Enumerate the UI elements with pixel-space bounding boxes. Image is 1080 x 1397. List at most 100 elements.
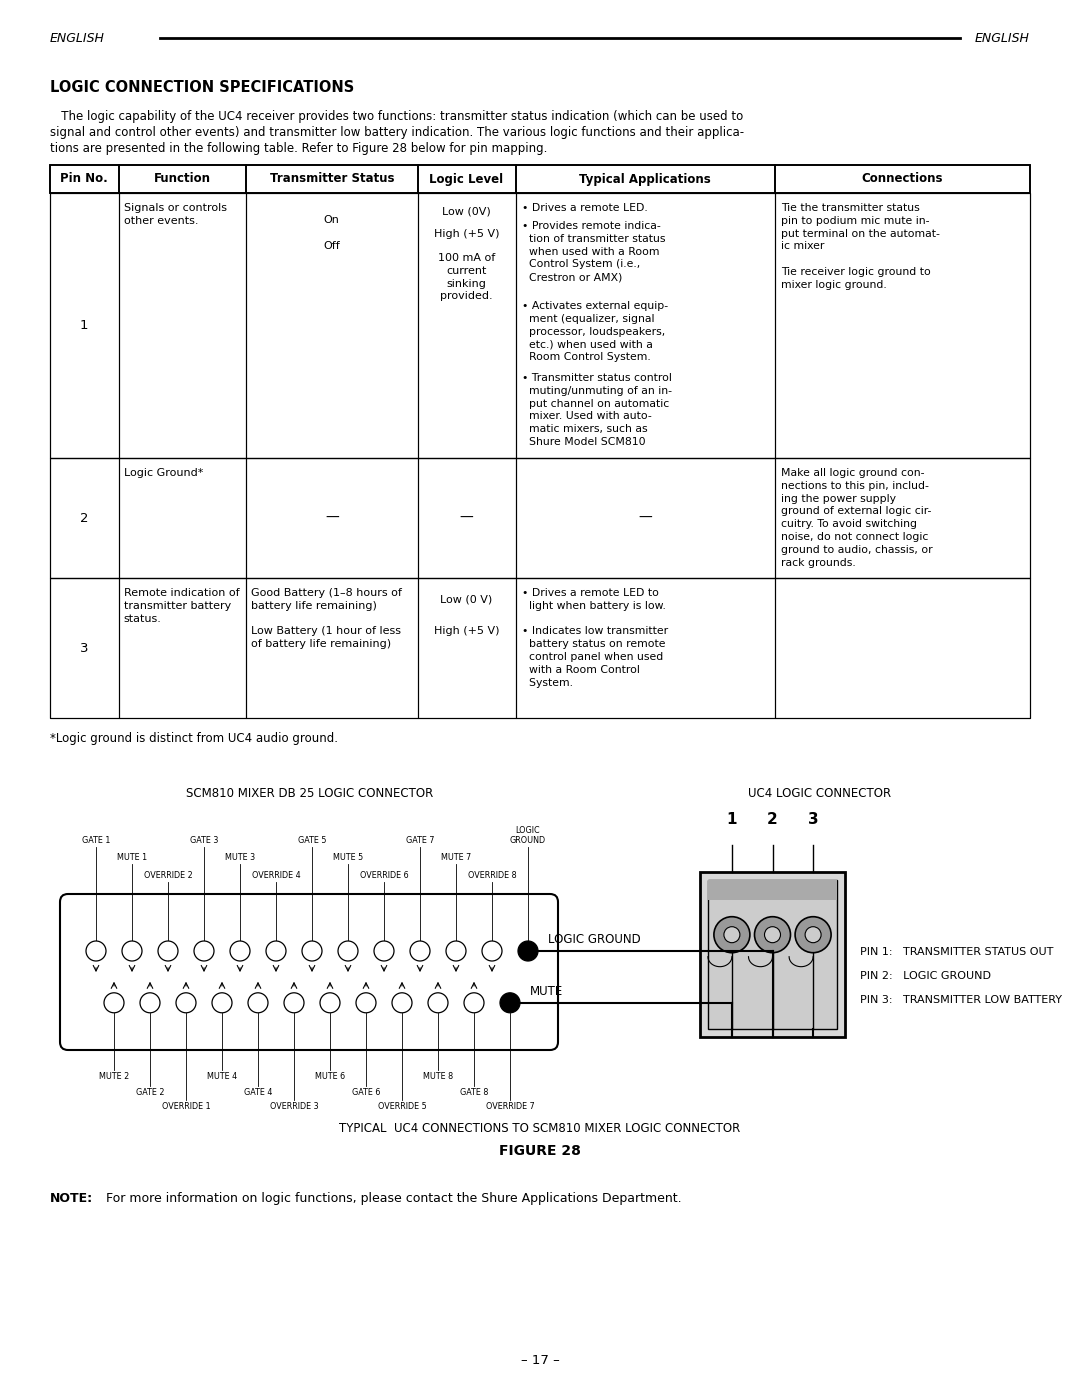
Text: • Transmitter status control
  muting/unmuting of an in-
  put channel on automa: • Transmitter status control muting/unmu…: [523, 373, 673, 447]
Text: Connections: Connections: [862, 172, 943, 186]
Text: • Provides remote indica-
  tion of transmitter status
  when used with a Room
 : • Provides remote indica- tion of transm…: [523, 221, 666, 282]
Bar: [119, 193, 246, 458]
Bar: [119, 578, 246, 718]
Circle shape: [104, 993, 124, 1013]
Text: OVERRIDE 6: OVERRIDE 6: [360, 870, 408, 880]
Text: MUTE: MUTE: [530, 985, 564, 997]
Text: tions are presented in the following table. Refer to Figure 28 below for pin map: tions are presented in the following tab…: [50, 142, 548, 155]
Text: MUTE 8: MUTE 8: [423, 1071, 454, 1081]
Circle shape: [356, 993, 376, 1013]
Circle shape: [795, 916, 832, 953]
Text: SCM810 MIXER DB 25 LOGIC CONNECTOR: SCM810 MIXER DB 25 LOGIC CONNECTOR: [187, 787, 434, 800]
Bar: [775, 193, 1030, 458]
Text: MUTE 2: MUTE 2: [99, 1071, 130, 1081]
Circle shape: [410, 942, 430, 961]
Bar: [515, 578, 775, 718]
Text: PIN 2:   LOGIC GROUND: PIN 2: LOGIC GROUND: [860, 971, 991, 981]
Bar: [515, 458, 775, 578]
Bar: [700, 872, 845, 1037]
Circle shape: [500, 993, 519, 1013]
Text: Logic Level: Logic Level: [430, 172, 503, 186]
Text: 2: 2: [767, 812, 778, 827]
Text: —: —: [325, 511, 339, 525]
Text: LOGIC
GROUND: LOGIC GROUND: [510, 826, 546, 845]
Bar: [50, 193, 119, 458]
Circle shape: [338, 942, 357, 961]
Text: On: On: [324, 215, 340, 225]
Text: Off: Off: [323, 242, 340, 251]
Text: OVERRIDE 8: OVERRIDE 8: [468, 870, 516, 880]
Text: Function: Function: [153, 172, 211, 186]
Text: PIN 1:   TRANSMITTER STATUS OUT: PIN 1: TRANSMITTER STATUS OUT: [860, 947, 1053, 957]
Text: – 17 –: – 17 –: [521, 1354, 559, 1368]
Text: OVERRIDE 5: OVERRIDE 5: [378, 1102, 427, 1111]
Text: Remote indication of
transmitter battery
status.: Remote indication of transmitter battery…: [123, 588, 240, 624]
Text: High (+5 V): High (+5 V): [434, 626, 499, 636]
Circle shape: [266, 942, 286, 961]
Text: MUTE 1: MUTE 1: [117, 854, 147, 862]
Text: 3: 3: [80, 641, 89, 655]
Text: GATE 3: GATE 3: [190, 835, 218, 845]
Text: FIGURE 28: FIGURE 28: [499, 1144, 581, 1158]
Text: 1: 1: [80, 319, 89, 332]
Bar: [418, 165, 515, 193]
Text: 2: 2: [80, 511, 89, 524]
Circle shape: [518, 942, 538, 961]
Circle shape: [724, 926, 740, 943]
Text: MUTE 7: MUTE 7: [441, 854, 471, 862]
Circle shape: [284, 993, 303, 1013]
Bar: [50, 458, 1030, 578]
Text: 3: 3: [808, 812, 819, 827]
Text: —: —: [638, 511, 652, 525]
Text: Make all logic ground con-
nections to this pin, includ-
ing the power supply
gr: Make all logic ground con- nections to t…: [781, 468, 933, 567]
Circle shape: [482, 942, 502, 961]
Text: Good Battery (1–8 hours of
battery life remaining)

Low Battery (1 hour of less
: Good Battery (1–8 hours of battery life …: [251, 588, 402, 650]
Text: • Drives a remote LED to
  light when battery is low.

• Indicates low transmitt: • Drives a remote LED to light when batt…: [523, 588, 669, 687]
Text: OVERRIDE 3: OVERRIDE 3: [270, 1102, 319, 1111]
Text: • Drives a remote LED.: • Drives a remote LED.: [523, 203, 648, 212]
Circle shape: [765, 926, 781, 943]
Text: Logic Ground*: Logic Ground*: [123, 468, 203, 478]
Circle shape: [248, 993, 268, 1013]
Bar: [418, 458, 515, 578]
Bar: [246, 578, 418, 718]
Text: For more information on logic functions, please contact the Shure Applications D: For more information on logic functions,…: [102, 1192, 681, 1206]
Bar: [775, 578, 1030, 718]
Text: GATE 8: GATE 8: [460, 1088, 488, 1097]
Circle shape: [176, 993, 195, 1013]
Bar: [775, 165, 1030, 193]
Text: LOGIC CONNECTION SPECIFICATIONS: LOGIC CONNECTION SPECIFICATIONS: [50, 80, 354, 95]
Text: GATE 4: GATE 4: [244, 1088, 272, 1097]
Text: PIN 3:   TRANSMITTER LOW BATTERY: PIN 3: TRANSMITTER LOW BATTERY: [860, 995, 1062, 1004]
Circle shape: [805, 926, 821, 943]
Text: The logic capability of the UC4 receiver provides two functions: transmitter sta: The logic capability of the UC4 receiver…: [50, 110, 743, 123]
Text: Tie the transmitter status
pin to podium mic mute in-
put terminal on the automa: Tie the transmitter status pin to podium…: [781, 203, 940, 289]
Bar: [50, 578, 1030, 718]
Circle shape: [392, 993, 411, 1013]
Circle shape: [140, 993, 160, 1013]
Text: OVERRIDE 1: OVERRIDE 1: [162, 1102, 211, 1111]
Circle shape: [714, 916, 750, 953]
Text: Low (0V): Low (0V): [442, 207, 491, 217]
Bar: [246, 165, 418, 193]
Text: OVERRIDE 2: OVERRIDE 2: [144, 870, 192, 880]
Text: 100 mA of
current
sinking
provided.: 100 mA of current sinking provided.: [437, 253, 495, 302]
Text: TYPICAL  UC4 CONNECTIONS TO SCM810 MIXER LOGIC CONNECTOR: TYPICAL UC4 CONNECTIONS TO SCM810 MIXER …: [339, 1122, 741, 1134]
Text: Low (0 V): Low (0 V): [441, 594, 492, 604]
Bar: [708, 880, 837, 1030]
Text: 1: 1: [727, 812, 738, 827]
Bar: [418, 578, 515, 718]
Text: Transmitter Status: Transmitter Status: [270, 172, 394, 186]
Text: • Activates external equip-
  ment (equalizer, signal
  processor, loudspeakers,: • Activates external equip- ment (equali…: [523, 300, 669, 362]
Text: MUTE 3: MUTE 3: [225, 854, 255, 862]
Bar: [50, 578, 119, 718]
Bar: [50, 458, 119, 578]
Circle shape: [86, 942, 106, 961]
Circle shape: [755, 916, 791, 953]
Text: GATE 5: GATE 5: [298, 835, 326, 845]
Text: GATE 2: GATE 2: [136, 1088, 164, 1097]
Bar: [515, 165, 775, 193]
Circle shape: [194, 942, 214, 961]
Circle shape: [464, 993, 484, 1013]
Text: UC4 LOGIC CONNECTOR: UC4 LOGIC CONNECTOR: [748, 787, 892, 800]
